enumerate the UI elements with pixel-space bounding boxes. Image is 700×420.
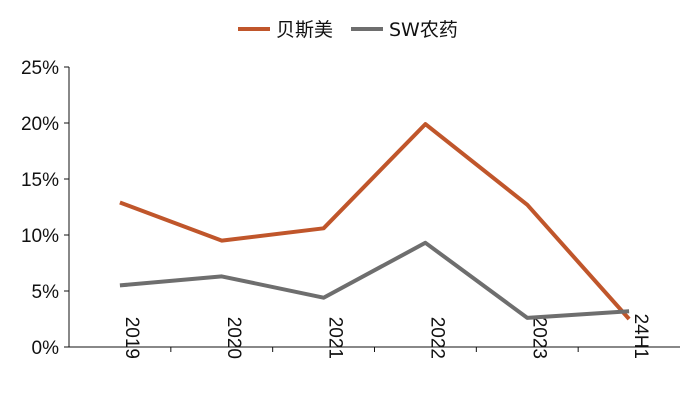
y-tick-label: 15% [21,170,59,191]
x-ticks: 2019 2020 2021 2022 2023 24H1 [121,314,651,359]
x-tick-label: 2022 [426,317,447,359]
x-tick-label: 2023 [528,317,549,359]
x-tick-label: 24H1 [630,314,651,359]
y-tick-label: 10% [21,226,59,247]
axes [68,67,680,348]
legend-label-sw-pesticide: SW农药 [389,19,458,41]
x-tick-label: 2020 [223,317,244,359]
legend: 贝斯美 SW农药 [238,19,458,41]
series-line-beisimei [119,122,631,321]
y-tick-label: 5% [32,282,60,303]
y-ticks: 0% 5% 10% 15% 20% 25% [21,58,69,359]
y-tick-label: 20% [21,114,59,135]
y-tick-label: 25% [21,58,59,79]
y-tick-label: 0% [32,338,60,359]
x-tick-label: 2019 [121,317,142,359]
x-tick-label: 2021 [325,317,346,359]
series-layer [119,122,631,321]
legend-label-beisimei: 贝斯美 [276,19,333,41]
series-line-sw-pesticide [119,240,630,320]
